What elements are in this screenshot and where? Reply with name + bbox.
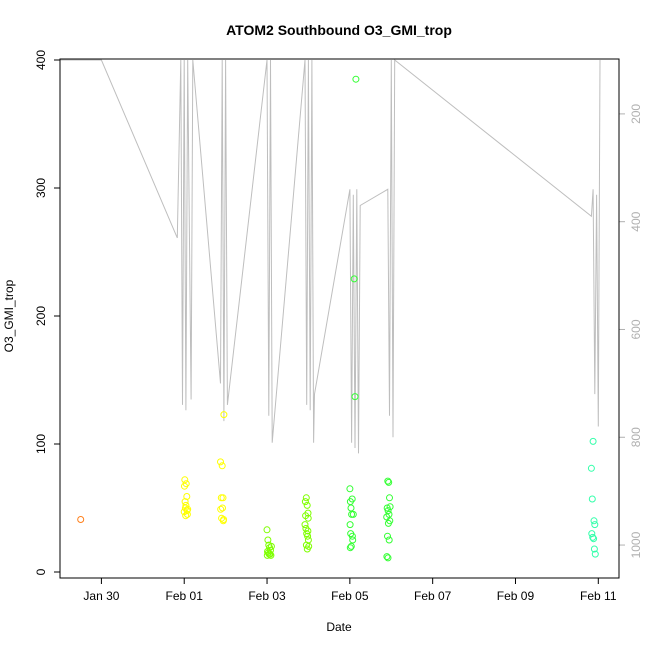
data-point xyxy=(383,513,391,521)
data-point xyxy=(351,393,359,401)
data-point xyxy=(219,494,227,502)
data-point xyxy=(303,501,311,509)
data-point xyxy=(590,517,598,525)
data-point xyxy=(181,476,189,484)
data-point xyxy=(304,514,312,522)
chart-title: ATOM2 Southbound O3_GMI_trop xyxy=(226,22,452,38)
y2-tick-label: 200 xyxy=(629,104,643,124)
data-point xyxy=(267,542,275,550)
data-point xyxy=(346,544,354,552)
data-point xyxy=(217,505,225,513)
data-point xyxy=(182,512,190,520)
data-point xyxy=(217,458,224,466)
data-point xyxy=(301,521,309,529)
data-point xyxy=(347,542,355,550)
data-point xyxy=(385,478,393,486)
x-axis-label: Date xyxy=(326,620,352,634)
plot-frame xyxy=(59,58,620,579)
data-point xyxy=(220,516,228,523)
data-point xyxy=(183,493,191,500)
data-point xyxy=(183,507,191,515)
data-point xyxy=(182,480,190,488)
data-point xyxy=(590,535,598,543)
axes-layer: Jan 30 Feb 01 Feb 03 Feb 05 Feb 07 Feb 09 Feb … xyxy=(34,50,643,603)
data-point xyxy=(267,551,275,559)
x-tick-label: Feb 03 xyxy=(248,589,286,603)
data-point xyxy=(183,510,191,518)
data-point xyxy=(219,504,226,512)
x-tick-label: Feb 07 xyxy=(414,589,452,603)
data-point xyxy=(348,495,356,503)
data-point xyxy=(305,542,313,550)
data-point xyxy=(352,75,360,83)
data-point xyxy=(590,545,598,553)
data-point xyxy=(349,536,357,544)
y-tick-label: 0 xyxy=(34,568,48,575)
data-point xyxy=(77,516,85,523)
data-point xyxy=(220,411,228,419)
data-point xyxy=(384,554,392,562)
data-point xyxy=(383,553,391,561)
data-points-layer xyxy=(77,75,599,562)
y2-tick-label: 800 xyxy=(629,427,643,447)
data-point xyxy=(348,532,356,540)
data-point xyxy=(386,503,394,511)
data-point xyxy=(384,519,392,527)
data-point xyxy=(302,494,310,502)
x-tick-label: Feb 05 xyxy=(331,589,369,603)
y-tick-label: 300 xyxy=(34,178,48,198)
data-point xyxy=(182,501,190,509)
data-point xyxy=(589,533,597,541)
x-tick-label: Feb 01 xyxy=(166,589,204,603)
data-point xyxy=(385,536,393,544)
secondary-series-line xyxy=(60,59,601,454)
data-point xyxy=(587,464,595,472)
data-point xyxy=(588,495,596,503)
x-tick-label: Jan 30 xyxy=(83,589,119,603)
data-point xyxy=(384,507,392,515)
data-point xyxy=(304,527,312,535)
data-point xyxy=(384,477,392,485)
data-point xyxy=(264,536,272,544)
y-tick-label: 100 xyxy=(34,434,48,454)
data-point xyxy=(591,550,599,558)
y2-tick-label: 600 xyxy=(629,319,643,339)
secondary-line-layer xyxy=(60,59,601,454)
data-point xyxy=(386,494,393,502)
data-point xyxy=(263,526,271,534)
y2-tick-label: 400 xyxy=(629,211,643,231)
data-point xyxy=(346,485,354,493)
data-point xyxy=(301,498,309,506)
x-tick-label: Feb 11 xyxy=(580,589,617,603)
data-point xyxy=(263,551,271,559)
x-tick-label: Feb 09 xyxy=(497,589,535,603)
data-point xyxy=(350,275,358,283)
data-point xyxy=(304,532,312,540)
data-point xyxy=(349,510,357,518)
y2-tick-label: 1000 xyxy=(629,531,643,558)
data-point xyxy=(346,521,354,529)
data-point xyxy=(591,521,599,529)
y-axis-label: O3_GMI_trop xyxy=(2,279,16,352)
y-tick-label: 200 xyxy=(34,306,48,326)
data-point xyxy=(384,532,391,540)
y-tick-label: 400 xyxy=(34,50,48,70)
data-point xyxy=(589,437,597,445)
data-point xyxy=(218,462,226,470)
